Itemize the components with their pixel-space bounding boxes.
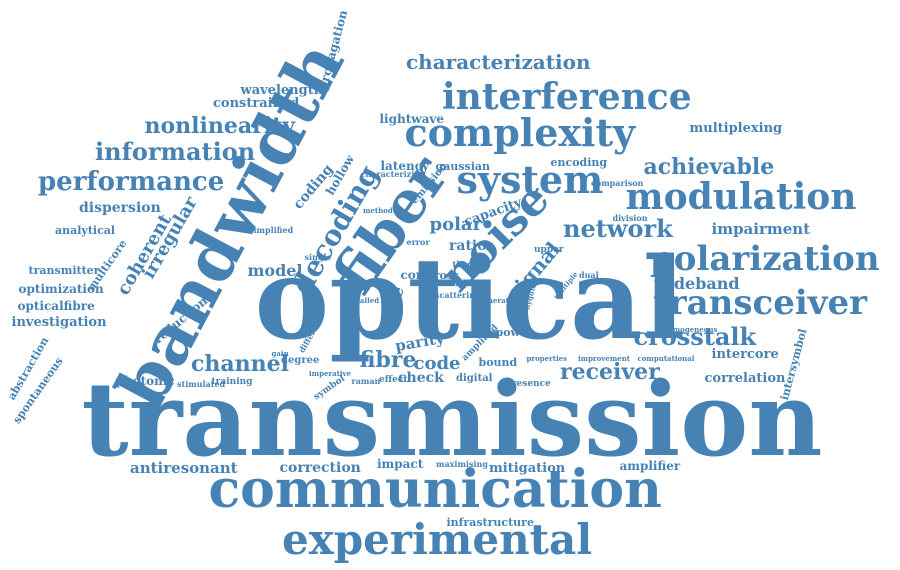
cloud-word-dual: dual	[579, 270, 599, 280]
cloud-word-digital: digital	[456, 373, 493, 384]
cloud-word-computational: computational	[637, 353, 695, 363]
cloud-word-code: code	[413, 353, 461, 374]
cloud-word-mitigation: mitigation	[489, 460, 566, 476]
cloud-word-amplifier: amplifier	[619, 459, 681, 473]
cloud-word-power: power	[495, 325, 533, 339]
cloud-word-wavelength: wavelength	[240, 82, 324, 98]
cloud-word-investigation: investigation	[11, 314, 107, 330]
cloud-word-infrastructure: infrastructure	[446, 515, 534, 529]
cloud-word-check: check	[398, 370, 444, 386]
cloud-word-simplified: simplified	[249, 225, 294, 235]
cloud-word-intercore: intercore	[711, 346, 779, 362]
cloud-word-cross: cross	[427, 268, 460, 282]
cloud-word-latency: latency	[380, 159, 430, 173]
cloud-word-theory: theory	[452, 259, 482, 269]
cloud-word-stimulated: stimulated	[177, 379, 226, 389]
cloud-word-correction: correction	[279, 460, 361, 476]
cloud-word-wideband: wideband	[654, 274, 740, 293]
cloud-word-photonic: photonic	[115, 374, 175, 388]
cloud-word-ratio: ratio	[449, 238, 487, 254]
cloud-word-training: training	[211, 376, 253, 387]
cloud-word-impact: impact	[377, 457, 424, 471]
cloud-word-raman: raman	[351, 376, 381, 386]
cloud-word-imperative: imperative	[309, 368, 352, 378]
cloud-word-homogeneous: homogeneous	[663, 324, 718, 334]
cloud-word-maximising: maximising	[436, 459, 488, 469]
cloud-word-correlation: correlation	[704, 370, 786, 386]
cloud-word-effect: effect	[379, 374, 408, 385]
cloud-word-single: single	[304, 252, 332, 262]
cloud-word-crosstalk: crosstalk	[633, 322, 757, 351]
cloud-word-encoding: encoding	[550, 155, 608, 169]
cloud-word-method: method	[363, 205, 393, 215]
cloud-word-transmitter: transmitter	[28, 263, 100, 277]
cloud-word-analytical: analytical	[55, 223, 116, 237]
cloud-word-upper: upper	[534, 244, 564, 255]
cloud-word-characterization: characterization	[406, 50, 591, 74]
cloud-word-achievable: achievable	[643, 154, 775, 180]
cloud-word-optical: optical	[254, 234, 686, 365]
cloud-word-information: information	[95, 137, 256, 166]
cloud-word-performance: performance	[38, 167, 225, 197]
cloud-word-division: division	[612, 213, 648, 223]
cloud-word-interference: interference	[442, 76, 692, 118]
cloud-word-dispersion: dispersion	[79, 200, 161, 216]
cloud-word-polar: polar	[429, 214, 483, 235]
cloud-word-experimental: experimental	[282, 515, 593, 564]
cloud-word-data: data	[453, 278, 473, 288]
cloud-word-communication: communication	[208, 459, 662, 520]
cloud-word-constrained: constrained	[213, 95, 300, 111]
cloud-word-generation: generation	[478, 295, 522, 305]
cloud-word-gaussian: gaussian	[435, 159, 491, 173]
cloud-word-multiplexing: multiplexing	[689, 120, 783, 136]
cloud-word-presence: presence	[505, 378, 551, 389]
cloud-word-properties: properties	[526, 353, 568, 363]
cloud-word-model: model	[247, 261, 303, 280]
cloud-word-fibre: fibre	[359, 347, 417, 373]
cloud-word-improvement: improvement	[578, 353, 631, 363]
cloud-word-complexity: complexity	[404, 110, 636, 155]
cloud-word-opticalfibre: opticalfibre	[17, 299, 95, 313]
cloud-word-gain: gain	[271, 348, 289, 358]
cloud-word-receiver: receiver	[560, 359, 660, 385]
cloud-word-polarization: polarization	[650, 239, 880, 279]
cloud-word-transmission: transmission	[81, 360, 823, 480]
cloud-word-optimization: optimization	[18, 282, 104, 296]
cloud-word-network: network	[563, 214, 673, 243]
cloud-word-transceiver: transceiver	[653, 283, 868, 323]
cloud-word-characterizing: characterizing	[360, 169, 426, 179]
cloud-word-nonlinearity: nonlinearity	[144, 113, 296, 139]
cloud-word-bound: bound	[478, 355, 518, 369]
cloud-word-degree: degree	[281, 355, 320, 366]
cloud-word-comparison: comparison	[591, 178, 644, 188]
cloud-word-system: system	[456, 157, 604, 202]
cloud-word-lightwave: lightwave	[379, 112, 445, 126]
cloud-word-antiresonant: antiresonant	[130, 458, 238, 477]
cloud-word-installed: installed	[345, 295, 380, 305]
cloud-word-scattering: scattering	[435, 290, 481, 300]
cloud-word-core: core	[400, 268, 430, 282]
cloud-word-modulation: modulation	[625, 176, 857, 218]
cloud-word-error: error	[406, 237, 430, 247]
cloud-word-channel: channel	[191, 351, 289, 377]
cloud-word-impairment: impairment	[711, 219, 811, 238]
